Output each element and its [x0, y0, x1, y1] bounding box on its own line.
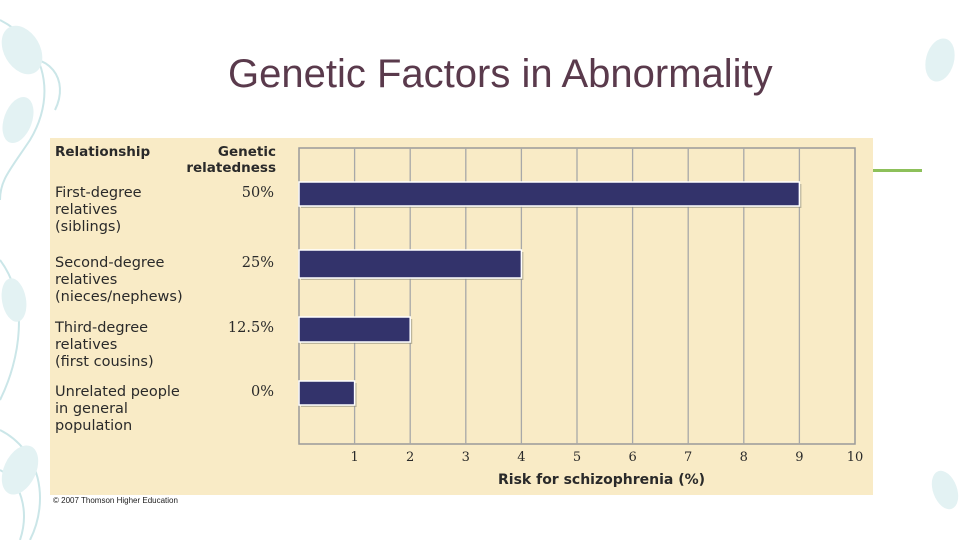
- relatedness-second-degree: 25%: [241, 255, 274, 271]
- x-tick-label: 6: [628, 450, 636, 465]
- header-relatedness-line2: relatedness: [186, 160, 276, 176]
- x-tick-label: 5: [573, 450, 581, 465]
- row-label-unrelated: Unrelated people in general population: [55, 384, 180, 435]
- x-tick-label: 3: [462, 450, 470, 465]
- x-tick-label: 7: [684, 450, 692, 465]
- x-tick-label: 9: [795, 450, 803, 465]
- bar: [298, 380, 356, 406]
- copyright-text: © 2007 Thomson Higher Education: [53, 496, 178, 505]
- header-relatedness-line1: Genetic: [217, 144, 276, 160]
- x-tick-label: 8: [740, 450, 748, 465]
- row-label-line: relatives: [55, 202, 118, 218]
- row-label-line: (siblings): [55, 219, 122, 235]
- x-tick-label: 2: [406, 450, 414, 465]
- relatedness-third-degree: 12.5%: [227, 320, 274, 336]
- row-label-line: relatives: [55, 272, 118, 288]
- x-tick-label: 10: [847, 450, 864, 465]
- relatedness-unrelated: 0%: [250, 384, 274, 400]
- row-label-second-degree: Second-degree relatives (nieces/nephews): [55, 255, 183, 306]
- row-label-line: Unrelated people: [55, 384, 180, 400]
- x-axis-label: Risk for schizophrenia (%): [498, 472, 706, 488]
- accent-line: [872, 169, 922, 172]
- relatedness-first-degree: 50%: [241, 185, 274, 201]
- row-label-line: in general: [55, 401, 128, 417]
- bar: [298, 181, 801, 207]
- row-label-line: Third-degree: [55, 320, 149, 336]
- row-label-line: (first cousins): [55, 354, 154, 370]
- row-label-line: Second-degree: [55, 255, 165, 271]
- bar: [298, 249, 523, 279]
- row-label-line: relatives: [55, 337, 118, 353]
- x-tick-label: 4: [517, 450, 525, 465]
- row-label-line: population: [55, 418, 133, 434]
- bar: [298, 316, 411, 343]
- header-genetic-relatedness: Genetic relatedness: [180, 144, 276, 176]
- row-label-line: (nieces/nephews): [55, 289, 183, 305]
- copyright-band: [50, 495, 873, 508]
- bar-chart: 1 2 3 4 5 6 7 8 9 10: [298, 147, 864, 465]
- x-tick-label: 1: [350, 450, 358, 465]
- row-label-line: First-degree: [55, 185, 142, 201]
- header-relationship: Relationship: [55, 144, 151, 160]
- row-label-first-degree: First-degree relatives (siblings): [55, 185, 142, 236]
- slide-title: Genetic Factors in Abnormality: [228, 52, 773, 96]
- row-label-third-degree: Third-degree relatives (first cousins): [55, 320, 154, 371]
- chart-panel: 1 2 3 4 5 6 7 8 9 10 Relationship Genetic related…: [50, 138, 873, 508]
